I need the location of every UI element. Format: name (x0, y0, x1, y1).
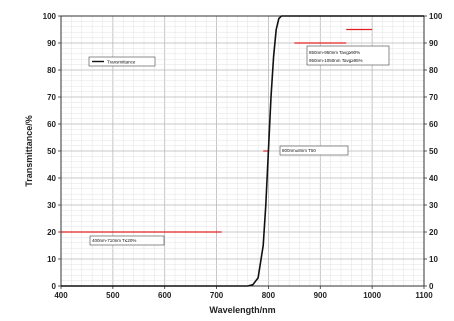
spec-markers (61, 28, 373, 233)
legend-box (88, 56, 156, 67)
y-tick-label-left: 30 (47, 201, 56, 210)
legend-label: Transmittance (107, 60, 136, 65)
y-tick-label-left: 80 (47, 66, 56, 75)
y-tick-label-right: 10 (429, 255, 438, 264)
legend: Transmittance (88, 56, 156, 67)
y-tick-label-right: 50 (429, 147, 438, 156)
y-tick-label-left: 100 (43, 12, 57, 21)
annotations: 400nm-710nm T≤20% 800nm±8nm T50 850nm-950n… (89, 45, 390, 246)
y-tick-label-right: 20 (429, 228, 438, 237)
annotation-box (279, 145, 349, 156)
annotation-text: 800nm±8nm T50 (282, 148, 316, 153)
x-tick-label: 1100 (415, 291, 433, 300)
series-group (61, 15, 424, 287)
x-tick-label: 400 (54, 291, 68, 300)
y-tick-label-right: 30 (429, 201, 438, 210)
y-tick-label-left: 0 (52, 282, 57, 291)
y-tick-label-right: 80 (429, 66, 438, 75)
annotation-text: 400nm-710nm T≤20% (92, 238, 136, 243)
x-tick-label: 1000 (363, 291, 381, 300)
y-tick-label-left: 90 (47, 39, 56, 48)
x-tick-label: 800 (262, 291, 276, 300)
annotation-text: 850nm-950nm Tavg≥90% (309, 50, 360, 55)
y-tick-label-right: 0 (429, 282, 434, 291)
y-tick-label-left: 10 (47, 255, 56, 264)
x-tick-label: 500 (106, 291, 120, 300)
y-tick-label-left: 50 (47, 147, 56, 156)
transmittance-curve (61, 15, 424, 287)
y-tick-label-right: 40 (429, 174, 438, 183)
y-tick-label-right: 60 (429, 120, 438, 129)
y-tick-label-right: 100 (429, 12, 443, 21)
x-tick-label: 600 (158, 291, 172, 300)
y-tick-label-left: 20 (47, 228, 56, 237)
x-tick-label: 900 (314, 291, 328, 300)
annotation-text: 950nm-1050nm Tavg≥95% (309, 58, 363, 63)
annotation-box (306, 45, 390, 66)
y-tick-label-left: 70 (47, 93, 56, 102)
y-tick-label-left: 60 (47, 120, 56, 129)
y-tick-label-right: 70 (429, 93, 438, 102)
annotation-box (89, 235, 165, 246)
y-axis-label: Transmittance/% (24, 115, 34, 187)
x-tick-label: 700 (210, 291, 224, 300)
x-axis-label: Wavelength/nm (209, 305, 275, 315)
y-tick-label-right: 90 (429, 39, 438, 48)
y-tick-label-left: 40 (47, 174, 56, 183)
